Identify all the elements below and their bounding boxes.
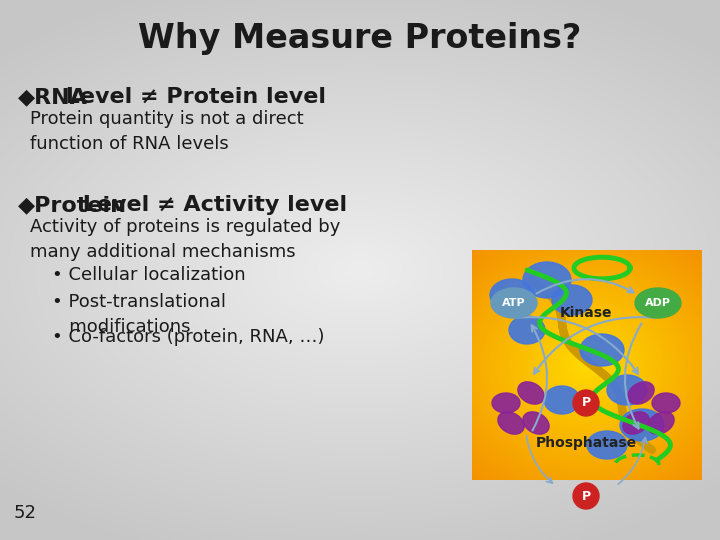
Text: Why Measure Proteins?: Why Measure Proteins? [138, 22, 582, 55]
Ellipse shape [552, 285, 592, 315]
Ellipse shape [491, 288, 537, 318]
Ellipse shape [544, 386, 580, 414]
Text: P: P [582, 489, 590, 503]
Circle shape [573, 390, 599, 416]
Ellipse shape [509, 316, 545, 344]
Ellipse shape [635, 288, 681, 318]
Ellipse shape [523, 262, 571, 298]
Text: Level ≠ Activity level: Level ≠ Activity level [75, 195, 347, 215]
Ellipse shape [622, 413, 650, 433]
Ellipse shape [628, 382, 654, 404]
Text: • Cellular localization: • Cellular localization [52, 266, 246, 284]
Ellipse shape [580, 334, 624, 366]
Text: Kinase: Kinase [559, 306, 612, 320]
Text: ADP: ADP [645, 298, 671, 308]
Circle shape [573, 483, 599, 509]
Text: ◆Protein: ◆Protein [18, 195, 127, 215]
Ellipse shape [492, 393, 520, 413]
Text: P: P [582, 396, 590, 409]
Text: • Co-factors (protein, RNA, …): • Co-factors (protein, RNA, …) [52, 328, 325, 346]
Text: Protein quantity is not a direct
function of RNA levels: Protein quantity is not a direct functio… [30, 110, 304, 153]
Ellipse shape [607, 375, 647, 405]
Text: • Post-translational
   modifications: • Post-translational modifications [52, 293, 226, 336]
Text: Activity of proteins is regulated by
many additional mechanisms: Activity of proteins is regulated by man… [30, 218, 341, 261]
Ellipse shape [490, 279, 534, 311]
Ellipse shape [523, 412, 549, 434]
Ellipse shape [620, 409, 664, 441]
Ellipse shape [653, 392, 679, 414]
Ellipse shape [647, 413, 675, 433]
Ellipse shape [518, 382, 544, 404]
Text: ATP: ATP [502, 298, 526, 308]
Text: Level ≠ Protein level: Level ≠ Protein level [58, 87, 326, 107]
Text: Phosphatase: Phosphatase [536, 436, 636, 450]
Ellipse shape [497, 413, 525, 433]
Ellipse shape [587, 431, 627, 459]
Text: ◆RNA: ◆RNA [18, 87, 88, 107]
Text: 52: 52 [14, 504, 37, 522]
